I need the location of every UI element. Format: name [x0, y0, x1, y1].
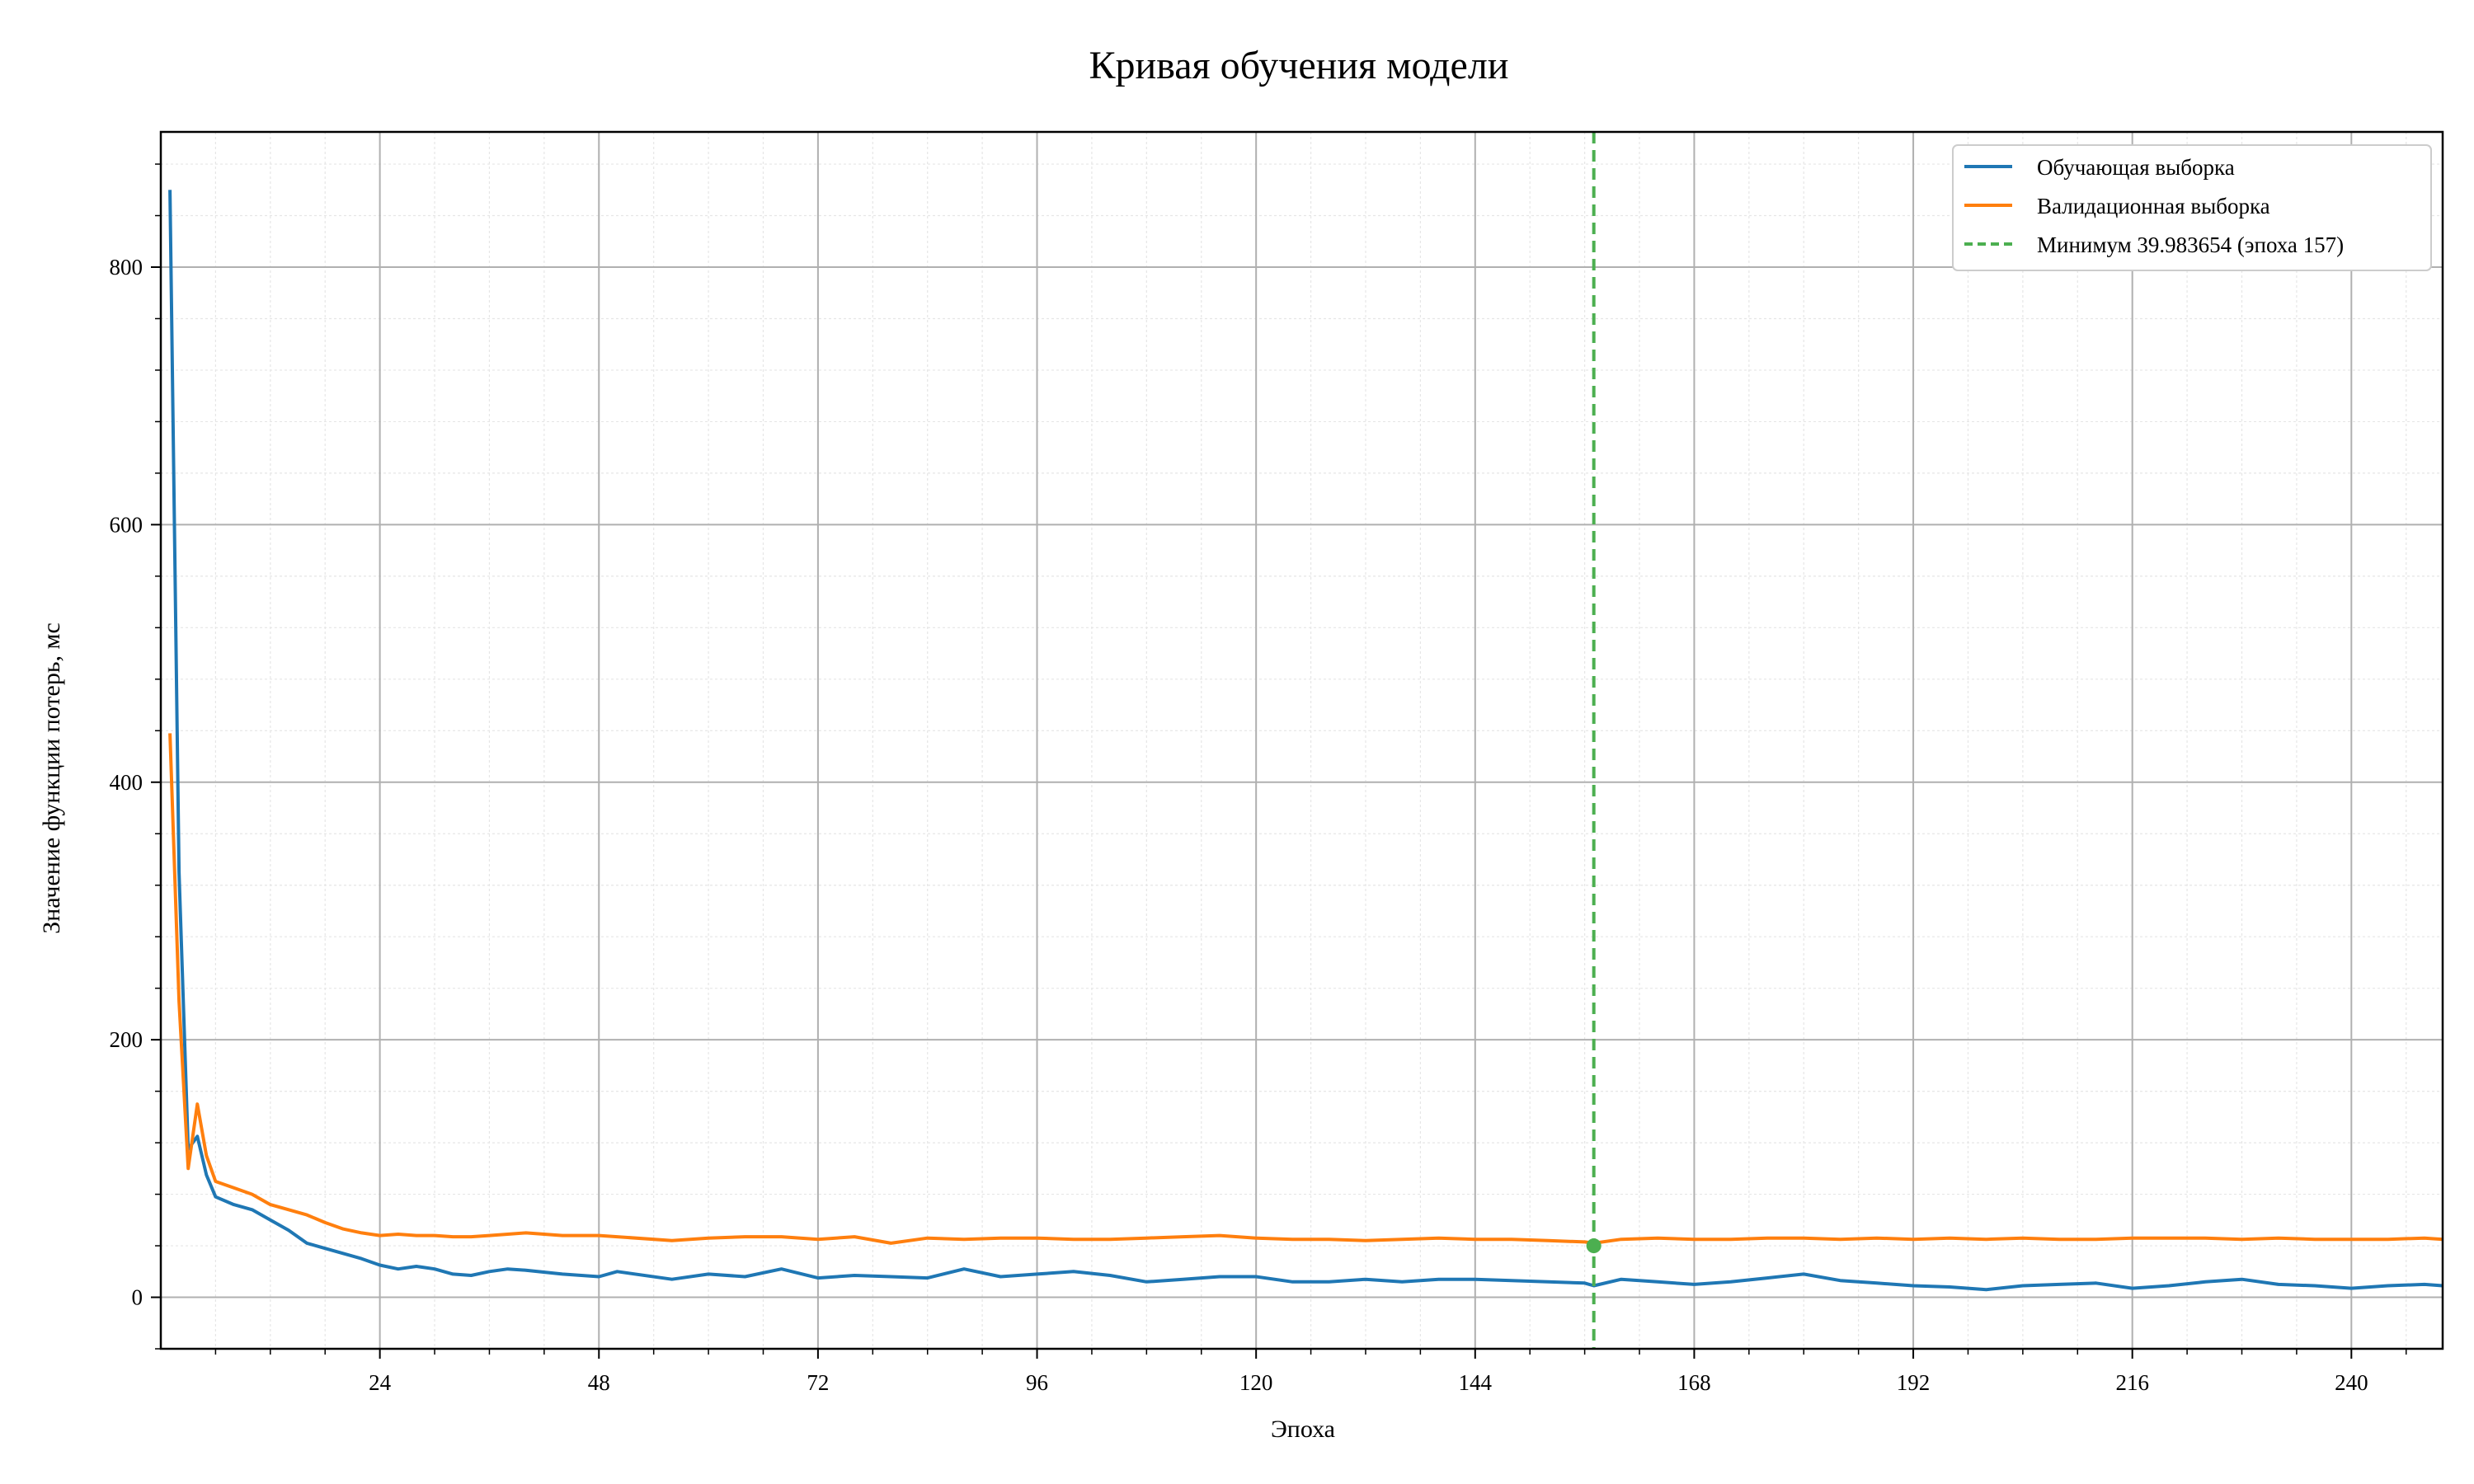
x-tick-label: 24	[369, 1370, 392, 1395]
validation-series-line	[168, 733, 2443, 1245]
y-tick-label: 400	[110, 770, 143, 795]
y-tick-label: 600	[110, 512, 143, 537]
legend-train-label: Обучающая выборка	[2037, 155, 2235, 180]
axis-ticks: 24 48 72 96 120 144 168 192 216 240 0 200 400 600 800	[110, 163, 2407, 1395]
x-tick-label: 168	[1677, 1370, 1711, 1395]
x-tick-label: 48	[588, 1370, 610, 1395]
y-tick-label: 200	[110, 1027, 143, 1052]
minimum-point	[1586, 1238, 1602, 1254]
x-axis-label: Эпоха	[1271, 1416, 1335, 1443]
major-grid	[161, 132, 2443, 1349]
chart-title: Кривая обучения модели	[1089, 44, 1509, 87]
y-tick-label: 0	[132, 1285, 143, 1310]
x-tick-label: 192	[1897, 1370, 1931, 1395]
y-tick-label: 800	[110, 255, 143, 279]
plot-frame	[159, 130, 2444, 1350]
x-tick-label: 120	[1239, 1370, 1273, 1395]
x-tick-label: 72	[807, 1370, 829, 1395]
x-tick-label: 240	[2335, 1370, 2368, 1395]
x-tick-label: 216	[2115, 1370, 2149, 1395]
legend-validation-label: Валидационная выборка	[2037, 194, 2270, 218]
legend-minimum-label: Минимум 39.983654 (эпоха 157)	[2037, 232, 2344, 257]
series-layer	[168, 132, 2443, 1349]
x-tick-label: 144	[1459, 1370, 1493, 1395]
minor-grid	[161, 132, 2443, 1350]
legend: Обучающая выборка Валидационная выборка …	[1952, 144, 2432, 271]
y-axis-label: Значение функции потерь, мс	[38, 622, 65, 934]
x-tick-label: 96	[1026, 1370, 1048, 1395]
legend-box	[1952, 144, 2432, 271]
train-series-line	[168, 190, 2443, 1292]
